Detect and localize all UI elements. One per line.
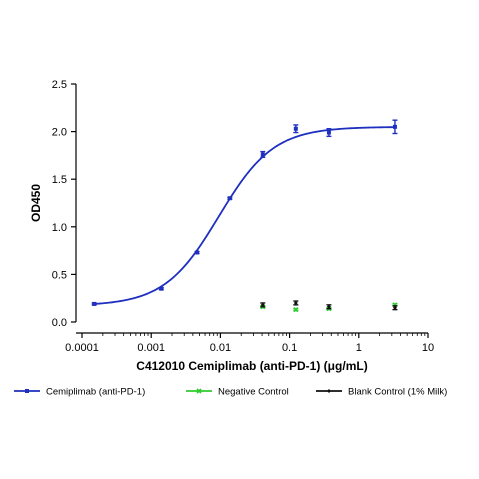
chart-legend: Cemiplimab (anti-PD-1) Negative Control Bl… [14, 387, 447, 398]
marker-square [92, 301, 97, 306]
marker-square [260, 152, 265, 157]
data-point [227, 196, 233, 201]
marker-square [195, 250, 200, 255]
marker-square [25, 389, 29, 393]
data-point [392, 305, 398, 311]
marker-x [293, 307, 299, 313]
x-tick-label: 0.1 [282, 342, 297, 354]
marker-diamond [293, 300, 298, 305]
marker-diamond [327, 389, 331, 393]
chart-axes [75, 84, 428, 334]
marker-square [159, 286, 164, 291]
y-tick-label: 0.5 [52, 269, 67, 281]
marker-square [392, 124, 397, 129]
data-point [260, 150, 266, 159]
fit-curve [94, 126, 395, 305]
marker-x [196, 388, 202, 394]
x-tick-label: 0.01 [210, 342, 231, 354]
data-point [293, 300, 299, 306]
legend-label: Negative Control [218, 387, 289, 398]
marker-diamond [326, 304, 331, 309]
data-point [260, 302, 266, 308]
chart-ticks: 0.0 0.5 1.0 1.5 2.0 2.5 0.0001 0.001 0.01 0.1 1 10 [52, 79, 434, 354]
legend-label: Blank Control (1% Milk) [348, 387, 447, 398]
marker-square [293, 126, 298, 131]
legend-label: Cemiplimab (anti-PD-1) [46, 387, 145, 398]
y-tick-label: 1.5 [52, 174, 67, 186]
marker-diamond [260, 302, 265, 307]
legend-item: Negative Control [186, 387, 289, 398]
x-tick-label: 10 [422, 342, 434, 354]
y-axis-title: OD450 [29, 184, 43, 222]
marker-square [227, 196, 232, 201]
data-point [158, 286, 164, 291]
x-tick-label: 0.001 [137, 342, 165, 354]
marker-diamond [392, 305, 397, 310]
legend-item: Cemiplimab (anti-PD-1) [14, 387, 145, 398]
data-point [326, 128, 332, 138]
data-point [392, 119, 398, 135]
y-tick-label: 2.5 [52, 79, 67, 91]
fit-curves [94, 126, 395, 305]
data-point [91, 301, 97, 306]
y-tick-label: 0.0 [52, 317, 67, 329]
x-tick-label: 0.0001 [65, 342, 99, 354]
legend-item: Blank Control (1% Milk) [316, 387, 447, 398]
x-axis-title: C412010 Cemiplimab (anti-PD-1) (μg/mL) [136, 359, 367, 373]
data-points [91, 119, 398, 313]
x-tick-label: 1 [356, 342, 362, 354]
marker-square [326, 130, 331, 135]
data-point [293, 307, 299, 313]
y-tick-label: 2.0 [52, 127, 67, 139]
data-point [293, 124, 299, 134]
y-tick-label: 1.0 [52, 222, 67, 234]
data-point [326, 304, 332, 310]
data-point [194, 250, 200, 255]
